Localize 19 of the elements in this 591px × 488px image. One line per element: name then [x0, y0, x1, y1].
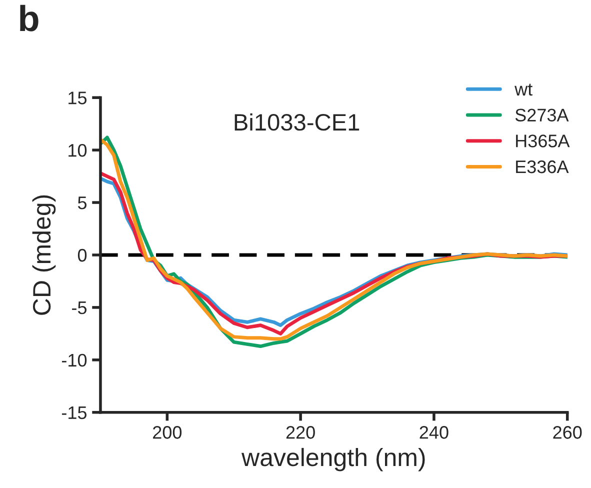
y-tick-label: 15: [68, 92, 87, 104]
y-tick-label: -15: [62, 406, 87, 420]
x-tick-label: 220: [286, 426, 315, 439]
y-tick-label: -10: [62, 354, 87, 367]
text: Bi1033-CE1: [234, 113, 360, 131]
x-tick-label: 240: [420, 426, 448, 439]
x-tick-label: 260: [553, 426, 582, 439]
legend-label: E336A: [516, 160, 569, 174]
text: b: [20, 4, 38, 32]
y-tick-label: 0: [78, 248, 87, 262]
y-tick-label: 5: [78, 196, 87, 210]
legend-label: S273A: [515, 108, 569, 122]
legend-label: H365A: [516, 134, 570, 148]
legend-label: wt: [514, 84, 533, 96]
y-tick-label: 10: [68, 144, 87, 157]
x-axis-title: wavelength (nm): [241, 448, 425, 472]
y-axis-title: CD (mdeg): [32, 195, 56, 315]
x-tick-label: 200: [153, 426, 182, 439]
y-tick-label: -5: [72, 302, 87, 314]
